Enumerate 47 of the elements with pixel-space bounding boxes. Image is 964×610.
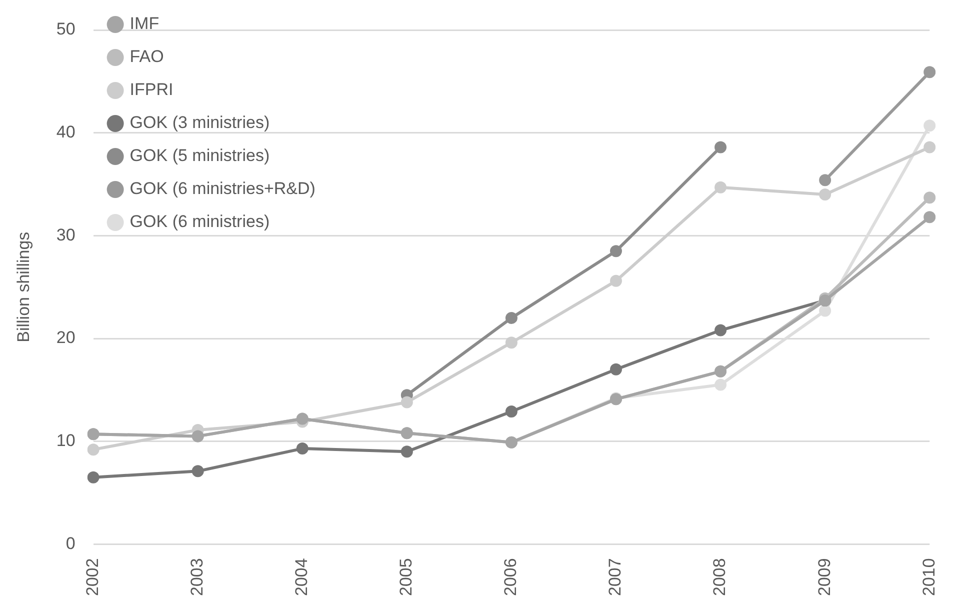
- y-tick-label: 0: [66, 534, 76, 553]
- point: [924, 66, 936, 78]
- point: [610, 363, 622, 376]
- x-tick-label: 2005: [396, 558, 416, 596]
- y-tick-label: 40: [56, 122, 76, 142]
- x-tick-label: 2007: [606, 558, 625, 596]
- legend-label: FAO: [130, 47, 164, 66]
- point: [87, 471, 100, 484]
- point: [714, 141, 727, 154]
- point: [924, 141, 936, 154]
- point: [714, 324, 727, 336]
- x-tick-label: 2002: [82, 558, 102, 596]
- point: [924, 192, 936, 204]
- legend-label: GOK (3 ministries): [130, 113, 270, 132]
- point: [819, 174, 832, 186]
- point: [505, 312, 518, 324]
- x-tick-label: 2010: [919, 558, 938, 596]
- point: [714, 378, 727, 391]
- y-axis-title: Billion shillings: [14, 232, 33, 342]
- point: [400, 446, 413, 458]
- point: [819, 188, 832, 201]
- point: [296, 442, 308, 455]
- point: [610, 274, 622, 287]
- legend-label: IFPRI: [130, 80, 174, 100]
- y-tick-label: 50: [56, 20, 76, 39]
- point: [924, 120, 936, 132]
- y-tick-label: 10: [56, 431, 76, 450]
- x-tick-label: 2006: [501, 558, 520, 596]
- point: [610, 245, 622, 258]
- legend-label: GOK (6 ministries+R&D): [130, 179, 316, 198]
- point: [505, 336, 518, 349]
- point: [192, 465, 204, 478]
- legend-label: IMF: [130, 14, 160, 34]
- y-tick-label: 30: [56, 225, 76, 244]
- point: [924, 211, 936, 224]
- x-tick-label: 2008: [710, 558, 730, 596]
- x-tick-label: 2003: [188, 558, 207, 596]
- x-tick-label: 2004: [292, 558, 312, 596]
- x-tick-label: 2009: [814, 558, 834, 596]
- legend-label: GOK (5 ministries): [130, 146, 270, 166]
- legend-label: GOK (6 ministries): [130, 212, 270, 232]
- point: [505, 406, 518, 418]
- point: [714, 181, 727, 194]
- point: [400, 396, 413, 408]
- point: [87, 444, 100, 456]
- y-tick-label: 20: [56, 328, 76, 348]
- point: [819, 304, 832, 317]
